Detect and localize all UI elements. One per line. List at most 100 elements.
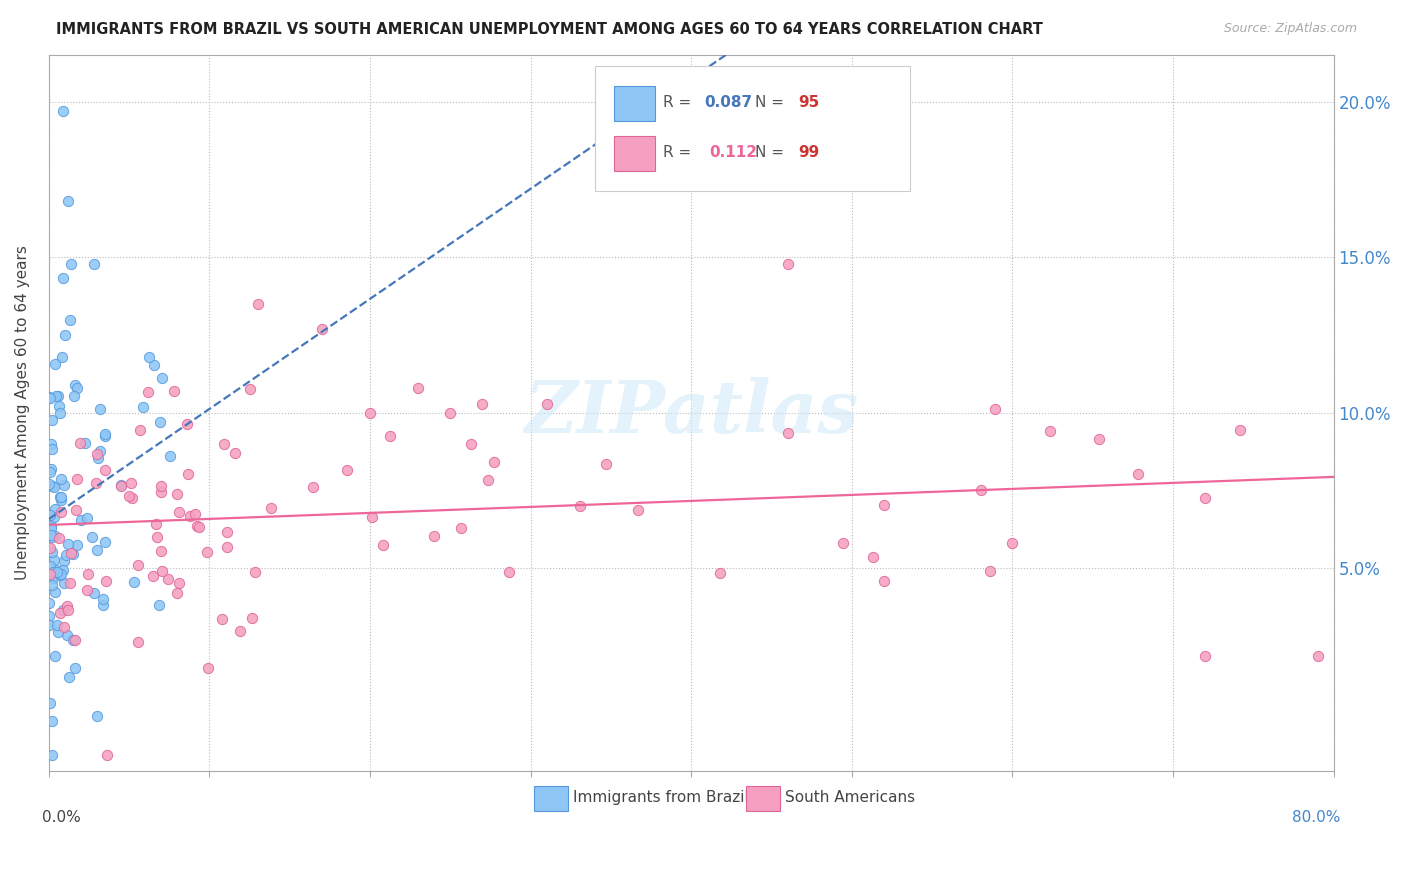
Point	[439, 406, 461, 420]
Point	[471, 396, 494, 410]
Point	[239, 382, 262, 396]
Point	[48, 399, 70, 413]
Point	[259, 501, 281, 516]
Point	[52, 270, 75, 285]
Point	[39, 391, 62, 405]
Point	[89, 443, 111, 458]
Point	[197, 661, 219, 675]
Point	[229, 624, 252, 638]
Point	[149, 484, 172, 499]
Point	[39, 519, 62, 533]
Point	[450, 521, 472, 535]
Point	[52, 554, 75, 568]
Text: 0.087: 0.087	[704, 95, 752, 110]
FancyBboxPatch shape	[614, 136, 655, 171]
Point	[83, 586, 105, 600]
Point	[77, 567, 100, 582]
Point	[41, 442, 63, 456]
Point	[80, 530, 103, 544]
Point	[167, 504, 190, 518]
Point	[145, 530, 167, 544]
Point	[48, 606, 70, 620]
Point	[96, 748, 118, 763]
Point	[873, 574, 896, 588]
Point	[38, 476, 60, 491]
Point	[38, 508, 60, 523]
Point	[1194, 491, 1216, 505]
Point	[132, 401, 155, 415]
Point	[127, 558, 149, 572]
Point	[51, 350, 73, 364]
Text: 80.0%: 80.0%	[1292, 810, 1340, 825]
Text: ZIPatlas: ZIPatlas	[524, 377, 858, 449]
Point	[44, 553, 66, 567]
Point	[195, 544, 218, 558]
Text: 0.0%: 0.0%	[42, 810, 82, 825]
Point	[110, 479, 132, 493]
Point	[121, 491, 143, 506]
Point	[422, 529, 444, 543]
Point	[53, 620, 76, 634]
Point	[536, 396, 558, 410]
Point	[359, 406, 381, 420]
Point	[44, 529, 66, 543]
Point	[970, 483, 993, 497]
Point	[52, 104, 75, 119]
Point	[211, 612, 233, 626]
Point	[49, 491, 72, 505]
Point	[39, 541, 62, 555]
Point	[44, 502, 66, 516]
Point	[39, 462, 62, 476]
Point	[38, 465, 60, 479]
Point	[1038, 424, 1060, 438]
Point	[179, 509, 201, 524]
Point	[65, 377, 87, 392]
Point	[94, 426, 117, 441]
Text: Immigrants from Brazil: Immigrants from Brazil	[574, 789, 749, 805]
Text: South Americans: South Americans	[785, 789, 915, 805]
Point	[76, 582, 98, 597]
Point	[709, 566, 731, 580]
Point	[243, 565, 266, 579]
Point	[41, 479, 63, 493]
Point	[66, 538, 89, 552]
FancyBboxPatch shape	[747, 786, 780, 812]
Point	[212, 437, 235, 451]
Point	[776, 426, 799, 441]
Point	[91, 592, 114, 607]
Point	[87, 451, 110, 466]
Point	[49, 566, 72, 581]
Point	[1128, 467, 1150, 482]
Point	[83, 257, 105, 271]
Point	[110, 478, 132, 492]
Point	[380, 429, 402, 443]
Point	[41, 545, 63, 559]
Text: R =: R =	[662, 145, 702, 160]
Point	[136, 384, 159, 399]
Point	[41, 578, 63, 592]
Point	[66, 472, 89, 486]
FancyBboxPatch shape	[595, 66, 910, 191]
Point	[86, 708, 108, 723]
Point	[595, 457, 617, 471]
Point	[94, 429, 117, 443]
Point	[94, 535, 117, 549]
Text: Source: ZipAtlas.com: Source: ZipAtlas.com	[1223, 22, 1357, 36]
Point	[1088, 432, 1111, 446]
Point	[89, 401, 111, 416]
Text: 0.112: 0.112	[709, 145, 758, 160]
Point	[42, 480, 65, 494]
Point	[45, 564, 67, 578]
Point	[65, 503, 87, 517]
Point	[41, 529, 63, 543]
Y-axis label: Unemployment Among Ages 60 to 64 years: Unemployment Among Ages 60 to 64 years	[15, 245, 30, 581]
Point	[56, 599, 79, 613]
Point	[41, 714, 63, 728]
Point	[361, 509, 384, 524]
Point	[41, 521, 63, 535]
Point	[39, 696, 62, 710]
Point	[60, 257, 83, 271]
Point	[188, 520, 211, 534]
Point	[862, 549, 884, 564]
Point	[186, 519, 208, 533]
